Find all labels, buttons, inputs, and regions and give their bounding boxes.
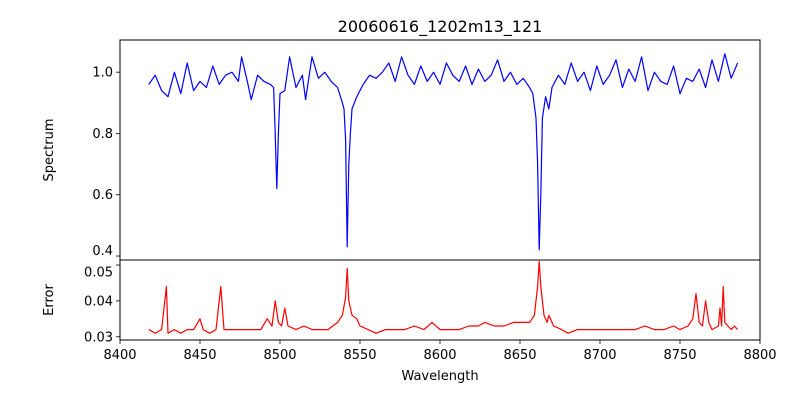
x-axis-ticks: 8400 8450 8500 8550 8600 8650 8700 8750 8800 xyxy=(103,340,777,363)
chart-title: 20060616_1202m13_121 xyxy=(338,17,543,37)
spectrum-y-tick-label: 0.4 xyxy=(92,244,113,259)
error-y-tick-label: 0.04 xyxy=(84,294,113,309)
x-tick-label: 8500 xyxy=(263,348,296,363)
spectrum-axes-frame xyxy=(119,39,761,261)
spectrum-y-tick-label: 0.6 xyxy=(92,188,113,203)
error-line xyxy=(148,260,739,334)
spectrum-y-tick-label: 1.0 xyxy=(92,66,113,81)
x-tick-label: 8450 xyxy=(183,348,216,363)
x-tick-label: 8650 xyxy=(503,348,536,363)
error-y-label: Error xyxy=(42,284,57,316)
error-y-tick-label: 0.03 xyxy=(84,330,113,345)
spectrum-panel: 0.4 0.6 0.8 1.0 xyxy=(92,39,761,261)
spectrum-line xyxy=(148,53,739,251)
x-tick-label: 8800 xyxy=(743,348,776,363)
spectrum-y-label: Spectrum xyxy=(42,119,57,182)
x-tick-label: 8550 xyxy=(343,348,376,363)
x-tick-label: 8600 xyxy=(423,348,456,363)
spectrum-y-tick-label: 0.8 xyxy=(92,127,113,142)
x-tick-label: 8700 xyxy=(583,348,616,363)
x-axis-label: Wavelength xyxy=(401,369,478,384)
x-tick-label: 8750 xyxy=(663,348,696,363)
error-panel: 0.03 0.04 0.05 xyxy=(84,259,761,345)
error-y-tick-label: 0.05 xyxy=(84,266,113,281)
x-tick-label: 8400 xyxy=(103,348,136,363)
